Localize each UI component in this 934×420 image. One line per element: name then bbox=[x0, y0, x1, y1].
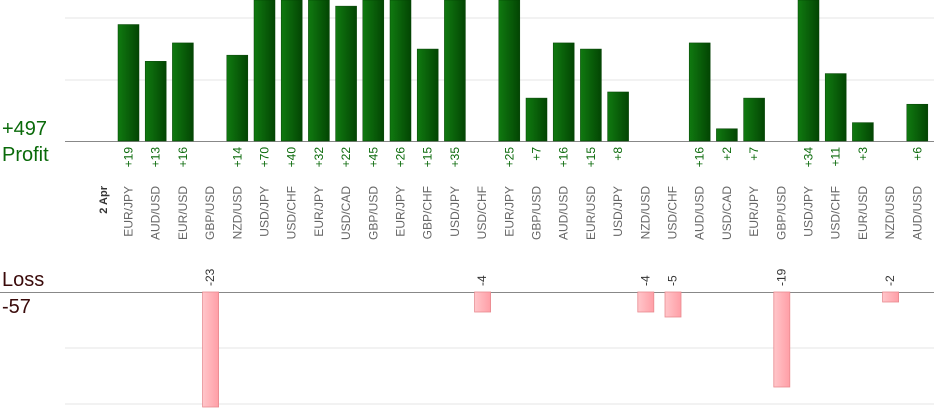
loss-bar bbox=[773, 291, 791, 388]
profit-bar bbox=[525, 97, 548, 142]
profit-bar bbox=[552, 42, 575, 142]
pair-tick-label: USD/CHF bbox=[475, 186, 489, 239]
loss-value-label: -2 bbox=[883, 275, 897, 286]
date-label: 2 Apr bbox=[98, 185, 110, 213]
profit-label: Profit bbox=[2, 144, 49, 166]
loss-value-label: -4 bbox=[475, 275, 489, 286]
profit-value-label: +70 bbox=[258, 147, 272, 168]
profit-bar bbox=[797, 0, 820, 142]
pair-tick-label: USD/CAD bbox=[339, 186, 353, 240]
loss-value-label: -19 bbox=[774, 268, 788, 286]
profit-bar bbox=[688, 42, 711, 142]
pair-tick-label: EUR/JPY bbox=[312, 186, 326, 237]
profit-bar bbox=[362, 0, 385, 142]
profit-bar bbox=[172, 42, 194, 142]
labels: +19 EUR/JPY +13 AUD/USD +16 EUR/USD -23 GBP/USD… bbox=[98, 147, 924, 286]
profit-value-label: +19 bbox=[122, 147, 136, 168]
profit-bar bbox=[824, 73, 847, 142]
profit-value-label: +8 bbox=[611, 147, 625, 161]
profit-bar bbox=[117, 24, 140, 142]
profit-value-label: +22 bbox=[339, 147, 353, 168]
profit-value-label: +15 bbox=[584, 147, 598, 168]
pair-tick-label: NZD/USD bbox=[883, 186, 897, 240]
pair-tick-label: EUR/JPY bbox=[394, 186, 408, 237]
profit-value-label: +11 bbox=[829, 147, 843, 167]
profit-value-label: +16 bbox=[557, 147, 571, 168]
loss-label: Loss bbox=[2, 269, 45, 291]
loss-bar bbox=[882, 291, 899, 303]
profit-bar bbox=[253, 0, 276, 142]
loss-bar bbox=[474, 291, 492, 313]
profit-value-label: +7 bbox=[747, 147, 761, 161]
pair-tick-label: AUD/USD bbox=[149, 186, 163, 240]
pair-tick-label: USD/CAD bbox=[720, 186, 734, 240]
loss-value-label: -23 bbox=[203, 268, 217, 286]
pair-tick-label: USD/JPY bbox=[448, 186, 462, 237]
profit-bar bbox=[226, 54, 249, 142]
profit-value-label: +45 bbox=[366, 147, 380, 168]
profit-value-label: +14 bbox=[230, 147, 244, 168]
profit-value-label: +2 bbox=[720, 147, 734, 161]
loss-value-label: -4 bbox=[638, 275, 652, 286]
pair-tick-label: USD/JPY bbox=[802, 186, 816, 237]
loss-bar bbox=[637, 291, 655, 313]
profit-value-label: +13 bbox=[149, 147, 163, 168]
pair-tick-label: EUR/JPY bbox=[122, 186, 136, 237]
profit-value-label: +34 bbox=[802, 147, 816, 168]
loss-bar bbox=[202, 291, 220, 408]
profit-bar bbox=[607, 91, 629, 142]
profit-value-label: +32 bbox=[312, 147, 326, 168]
pair-tick-label: NZD/USD bbox=[638, 186, 652, 240]
profit-value-label: +35 bbox=[448, 147, 462, 168]
pair-tick-label: AUD/USD bbox=[910, 186, 924, 240]
pair-tick-label: EUR/USD bbox=[584, 186, 598, 240]
profit-value-label: +3 bbox=[856, 147, 870, 161]
profit-bar bbox=[852, 122, 874, 142]
profit-bar bbox=[308, 0, 330, 142]
profit-bar bbox=[280, 0, 303, 142]
loss-value-label: -5 bbox=[666, 275, 680, 286]
pair-tick-label: NZD/USD bbox=[230, 186, 244, 240]
profit-bar bbox=[716, 128, 738, 142]
pair-tick-label: USD/CHF bbox=[829, 186, 843, 239]
loss-bar bbox=[664, 291, 682, 318]
profit-value-label: +15 bbox=[421, 147, 435, 168]
pair-tick-label: USD/CHF bbox=[285, 186, 299, 239]
pair-tick-label: GBP/USD bbox=[203, 186, 217, 240]
profit-value-label: +7 bbox=[530, 147, 544, 161]
profit-bar bbox=[335, 5, 357, 142]
profit-bar bbox=[580, 48, 602, 142]
pair-tick-label: AUD/USD bbox=[557, 186, 571, 240]
pair-tick-label: GBP/USD bbox=[366, 186, 380, 240]
profit-value-label: +6 bbox=[910, 147, 924, 161]
profit-bar bbox=[743, 97, 765, 142]
pair-tick-label: AUD/USD bbox=[693, 186, 707, 240]
gridlines bbox=[0, 17, 934, 405]
profit-value-label: +40 bbox=[285, 147, 299, 168]
pair-tick-label: USD/JPY bbox=[611, 186, 625, 237]
pair-tick-label: EUR/JPY bbox=[747, 186, 761, 237]
profit-bar bbox=[498, 0, 521, 142]
pair-tick-label: EUR/USD bbox=[176, 186, 190, 240]
profit-bar bbox=[444, 0, 466, 142]
pair-tick-label: EUR/JPY bbox=[502, 186, 516, 237]
loss-total: -57 bbox=[2, 296, 31, 318]
profit-total: +497 bbox=[2, 118, 48, 140]
profit-bar bbox=[906, 103, 929, 142]
profit-value-label: +16 bbox=[176, 147, 190, 168]
profit-bar bbox=[144, 61, 167, 142]
profit-bar bbox=[389, 0, 412, 142]
pair-tick-label: USD/CHF bbox=[666, 186, 680, 239]
profit-value-label: +16 bbox=[693, 147, 707, 168]
profit-value-label: +25 bbox=[502, 147, 516, 168]
pair-tick-label: GBP/USD bbox=[774, 186, 788, 240]
profit-bar bbox=[416, 48, 439, 142]
pair-tick-label: GBP/CHF bbox=[421, 186, 435, 239]
pair-tick-label: EUR/USD bbox=[856, 186, 870, 240]
pair-tick-label: GBP/USD bbox=[530, 186, 544, 240]
bars bbox=[117, 0, 929, 408]
pair-tick-label: USD/JPY bbox=[258, 186, 272, 237]
profit-value-label: +26 bbox=[394, 147, 408, 168]
